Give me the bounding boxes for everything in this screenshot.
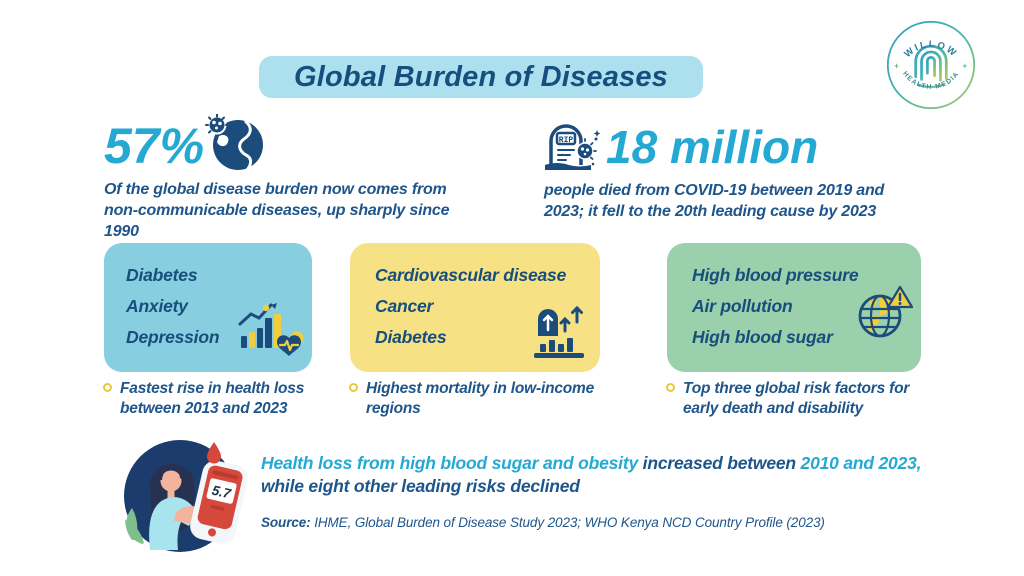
glucometer-reading: 5.7 bbox=[210, 483, 233, 502]
note-text: Top three global risk factors for early … bbox=[683, 380, 910, 418]
logo-sparkle-left: + bbox=[894, 62, 899, 71]
bullet-dot-icon bbox=[349, 383, 358, 392]
footer-highlight-risks: Health loss from high blood sugar and ob… bbox=[261, 453, 639, 473]
mortality-graves-chart-icon bbox=[534, 305, 584, 358]
card-highest-mortality-conditions: Cardiovascular disease Cancer Diabetes bbox=[350, 243, 600, 372]
card-item: Cancer bbox=[375, 296, 434, 316]
willow-tree-icon bbox=[914, 44, 948, 89]
card-item: Anxiety bbox=[126, 296, 188, 316]
card-item: High blood sugar bbox=[692, 327, 833, 347]
card-item: Cardiovascular disease bbox=[375, 265, 567, 285]
blood-drop-icon bbox=[207, 442, 221, 464]
virus-particle bbox=[576, 130, 600, 166]
footer-normal-2: while eight other leading risks declined bbox=[261, 476, 580, 497]
willow-health-media-logo: WILLOW HEALTH MEDIA + + bbox=[886, 20, 976, 110]
page-title: Global Burden of Diseases bbox=[293, 60, 669, 93]
bullet-dot-icon bbox=[103, 383, 112, 392]
card-item: Diabetes bbox=[375, 327, 447, 347]
card-top-risk-factors: High blood pressure Air pollution High b… bbox=[667, 243, 921, 372]
bullet-dot-icon bbox=[666, 383, 675, 392]
rising-chart-heart-icon bbox=[238, 303, 304, 356]
card-fastest-rising-conditions: Diabetes Anxiety Depression bbox=[104, 243, 312, 372]
card-item: Diabetes bbox=[126, 265, 198, 285]
footer-normal-1: increased between bbox=[638, 453, 801, 473]
leaf-icon bbox=[125, 508, 144, 544]
stat-covid-deaths: 18 million bbox=[606, 121, 819, 173]
glucometer: 5.7 bbox=[190, 460, 248, 544]
note-fastest-rise: Fastest rise in health loss between 2013… bbox=[103, 379, 341, 420]
card-item: Depression bbox=[126, 327, 220, 347]
note-text: Highest mortality in low-income regions bbox=[366, 380, 595, 418]
card-item: Air pollution bbox=[692, 296, 793, 316]
footer-highlight-years: 2010 and 2023, bbox=[800, 453, 922, 473]
source-citation: Source: IHME, Global Burden of Disease S… bbox=[261, 515, 961, 530]
globe-virus-icon bbox=[205, 114, 263, 171]
card-item: High blood pressure bbox=[692, 265, 859, 285]
source-label: Source: bbox=[261, 515, 311, 530]
virus-particle bbox=[205, 114, 229, 135]
footer-summary: Health loss from high blood sugar and ob… bbox=[261, 452, 961, 498]
stat-covid-description: people died from COVID-19 between 2019 a… bbox=[544, 182, 885, 220]
note-highest-mortality: Highest mortality in low-income regions bbox=[349, 379, 617, 420]
person-glucometer-illustration: 5.7 bbox=[124, 440, 248, 552]
woman-figure bbox=[149, 463, 208, 550]
source-text: IHME, Global Burden of Disease Study 202… bbox=[310, 515, 825, 530]
title-banner: Global Burden of Diseases bbox=[259, 56, 703, 98]
tombstone-virus-icon: RIP bbox=[545, 124, 600, 170]
logo-sparkle-right: + bbox=[963, 62, 968, 71]
globe-warning-icon bbox=[858, 285, 913, 338]
note-text: Fastest rise in health loss between 2013… bbox=[120, 380, 305, 418]
rip-label: RIP bbox=[559, 136, 574, 145]
stat-ncd-percentage: 57% bbox=[104, 118, 205, 174]
stat-ncd-description: Of the global disease burden now comes f… bbox=[104, 181, 450, 240]
note-top-risk-factors: Top three global risk factors for early … bbox=[666, 379, 946, 420]
